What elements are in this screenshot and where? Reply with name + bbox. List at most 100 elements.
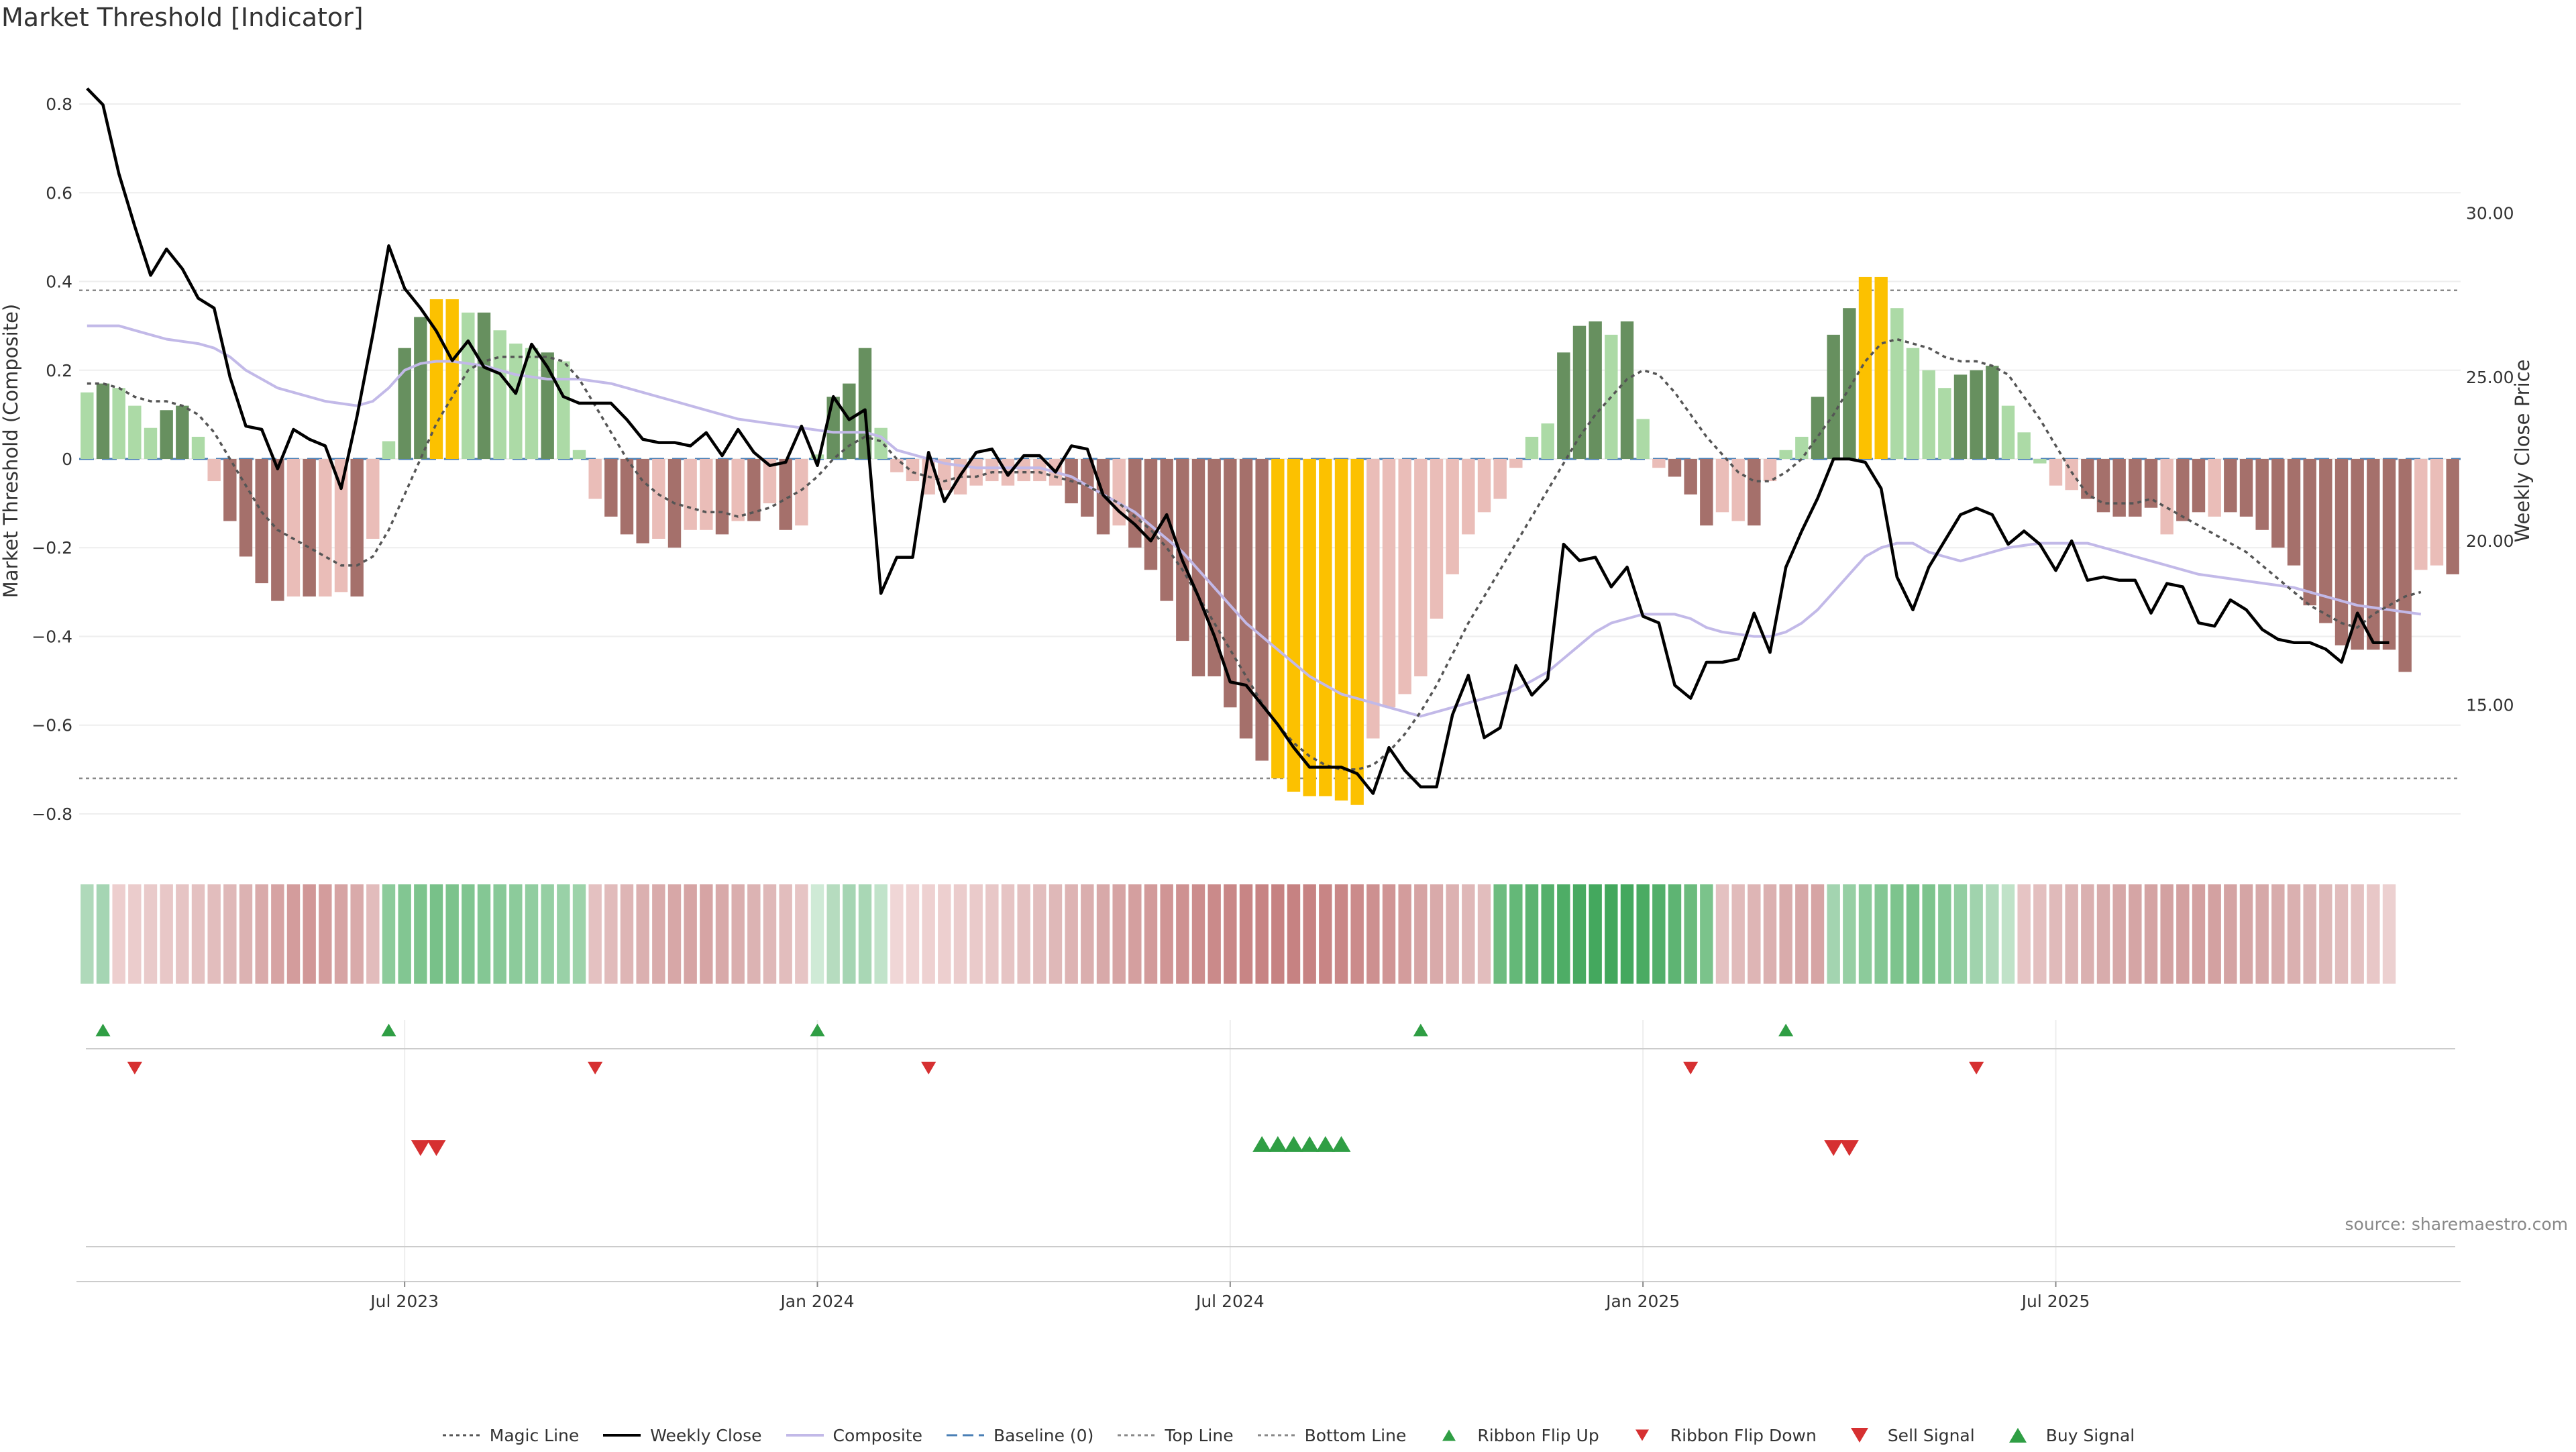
composite-bar bbox=[1319, 459, 1332, 796]
composite-bar bbox=[636, 459, 649, 543]
composite-bar bbox=[843, 383, 856, 459]
composite-bar bbox=[255, 459, 268, 584]
composite-bar bbox=[398, 348, 411, 459]
legend-label: Top Line bbox=[1165, 1425, 1234, 1445]
ribbon-cell bbox=[414, 884, 427, 984]
legend-label: Composite bbox=[833, 1425, 922, 1445]
triangle-down-large-icon bbox=[1850, 1427, 1868, 1443]
composite-bar bbox=[1890, 308, 1904, 459]
ribbon-cell bbox=[1986, 884, 1999, 984]
ribbon-cell bbox=[160, 884, 173, 984]
composite-bar bbox=[1430, 459, 1444, 619]
y-tick-label-left: −0.8 bbox=[32, 805, 72, 824]
composite-bar bbox=[176, 405, 189, 459]
composite-bar bbox=[2367, 459, 2380, 650]
legend-item: Top Line bbox=[1116, 1425, 1234, 1445]
composite-bar bbox=[810, 454, 824, 459]
composite-bar bbox=[239, 459, 253, 557]
ribbon-cell bbox=[2065, 884, 2078, 984]
ribbon-cell bbox=[2271, 884, 2285, 984]
ribbon-cell bbox=[1477, 884, 1491, 984]
ribbon-cell bbox=[715, 884, 729, 984]
ribbon-cell bbox=[1938, 884, 1951, 984]
composite-bar bbox=[1572, 325, 1587, 459]
legend-item: Ribbon Flip Up bbox=[1429, 1426, 1599, 1445]
y-tick-label-left: −0.4 bbox=[32, 627, 72, 646]
y-tick-label-right: 25.00 bbox=[2466, 368, 2514, 387]
ribbon-cell bbox=[1779, 884, 1792, 984]
ribbon-cell bbox=[1572, 884, 1587, 984]
ribbon-cell bbox=[1636, 884, 1650, 984]
composite-bar bbox=[1953, 374, 1968, 459]
ribbon-cell bbox=[286, 884, 301, 984]
ribbon-cell bbox=[1605, 884, 1618, 984]
ribbon-cell bbox=[636, 884, 649, 984]
composite-bar bbox=[2303, 459, 2316, 606]
ribbon-cell bbox=[1224, 884, 1237, 984]
indicator-chart: 0.8 0.6 0.4 0.2 0 −0.2 −0.4 −0.6 −0.8 30.00 25.00 2… bbox=[0, 87, 2534, 1311]
dashed-line-icon bbox=[946, 1434, 984, 1437]
ribbon-cell bbox=[826, 884, 840, 984]
ribbon-cell bbox=[2001, 884, 2015, 984]
composite-bar bbox=[1366, 459, 1380, 739]
composite-bar bbox=[572, 450, 586, 459]
composite-bar bbox=[80, 392, 94, 459]
composite-bar bbox=[731, 459, 745, 521]
ribbon-cell bbox=[1049, 884, 1063, 984]
ribbon-cell bbox=[684, 884, 697, 984]
x-tick-label: Jul 2025 bbox=[2021, 1292, 2090, 1311]
ribbon-cell bbox=[2382, 884, 2396, 984]
ribbon-cell bbox=[2287, 884, 2301, 984]
y-axis-label-left: Market Threshold (Composite) bbox=[0, 304, 22, 598]
composite-bar bbox=[2033, 459, 2047, 464]
ribbon-cell bbox=[493, 884, 506, 984]
composite-bar bbox=[1763, 459, 1777, 482]
composite-bar bbox=[2001, 405, 2015, 459]
ribbon-cell bbox=[207, 884, 221, 984]
composite-bar bbox=[1858, 276, 1872, 459]
composite-bar bbox=[1493, 459, 1507, 499]
legend-item: Composite bbox=[785, 1426, 922, 1445]
ribbon-cell bbox=[2049, 884, 2063, 984]
composite-bar bbox=[969, 459, 983, 486]
ribbon-cell bbox=[541, 884, 554, 984]
ribbon-cell bbox=[80, 884, 94, 984]
composite-bar bbox=[2081, 459, 2094, 499]
ribbon-cell bbox=[667, 884, 682, 984]
composite-bar bbox=[1684, 459, 1697, 495]
composite-bar bbox=[462, 312, 475, 459]
sell-signal-marker bbox=[427, 1140, 446, 1156]
ribbon-cell bbox=[445, 884, 459, 984]
ribbon-cell bbox=[112, 884, 125, 984]
ribbon-cell bbox=[953, 884, 967, 984]
composite-bar bbox=[906, 459, 920, 482]
legend-label: Baseline (0) bbox=[993, 1425, 1094, 1445]
ribbon-cell bbox=[1398, 884, 1411, 984]
ribbon-cell bbox=[334, 884, 348, 984]
ribbon-cell bbox=[938, 884, 951, 984]
composite-bar bbox=[890, 459, 904, 472]
legend-label: Magic Line bbox=[489, 1425, 580, 1445]
ribbon-flip-down-marker bbox=[588, 1061, 603, 1075]
legend-label: Buy Signal bbox=[2045, 1425, 2135, 1445]
composite-bar bbox=[445, 299, 459, 459]
ribbon-cell bbox=[1684, 884, 1697, 984]
ribbon-cell bbox=[588, 884, 602, 984]
ribbon-flip-up-marker bbox=[95, 1023, 111, 1037]
ribbon-cell bbox=[144, 884, 158, 984]
composite-bar bbox=[1668, 459, 1682, 477]
ribbon-cell bbox=[731, 884, 745, 984]
x-tick-label: Jan 2025 bbox=[1605, 1292, 1680, 1311]
composite-bar bbox=[858, 348, 872, 459]
y-axis-label-right: Weekly Close Price bbox=[2511, 360, 2534, 543]
ribbon-cell bbox=[1541, 884, 1554, 984]
ribbon-cell bbox=[1493, 884, 1507, 984]
ribbon-cell bbox=[906, 884, 920, 984]
ribbon-cell bbox=[1176, 884, 1189, 984]
ribbon-cell bbox=[350, 884, 364, 984]
composite-bar bbox=[1382, 459, 1396, 708]
ribbon-cell bbox=[604, 884, 618, 984]
composite-bar bbox=[747, 459, 761, 521]
ribbon-flip-up-marker bbox=[381, 1023, 396, 1037]
composite-bar bbox=[1509, 459, 1523, 468]
